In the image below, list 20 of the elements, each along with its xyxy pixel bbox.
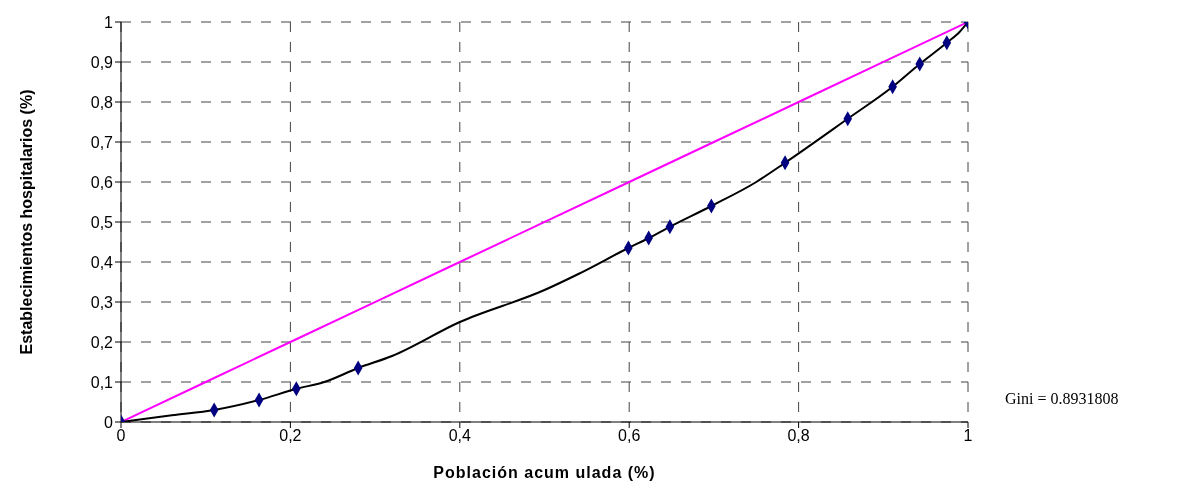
y-tick-label: 0,2 xyxy=(90,333,114,351)
y-tick-label: 0,4 xyxy=(90,253,114,271)
y-tick-label: 0,1 xyxy=(90,373,114,391)
y-tick-label: 0,6 xyxy=(90,173,114,191)
y-tick-label: 0,7 xyxy=(90,133,114,151)
y-tick-label: 0,9 xyxy=(90,53,114,71)
y-tick-label: 0,5 xyxy=(90,213,114,231)
y-tick-label: 0,8 xyxy=(90,93,114,111)
x-axis-title: Población acum ulada (%) xyxy=(433,464,656,481)
x-tick-label: 0,4 xyxy=(448,427,472,445)
y-tick-label: 0 xyxy=(104,413,114,431)
x-tick-label: 1 xyxy=(963,427,973,445)
y-tick-label: 0,3 xyxy=(90,293,114,311)
y-axis-title: Establecimientos hospitalarios (%) xyxy=(17,89,35,355)
text: Gini = 0.8931808 xyxy=(1005,390,1119,408)
x-tick-label: 0 xyxy=(116,427,126,445)
y-tick-label: 1 xyxy=(104,13,114,31)
x-tick-label: 0,8 xyxy=(787,427,810,445)
x-tick-label: 0,2 xyxy=(279,427,302,445)
x-tick-label: 0,6 xyxy=(618,427,641,445)
